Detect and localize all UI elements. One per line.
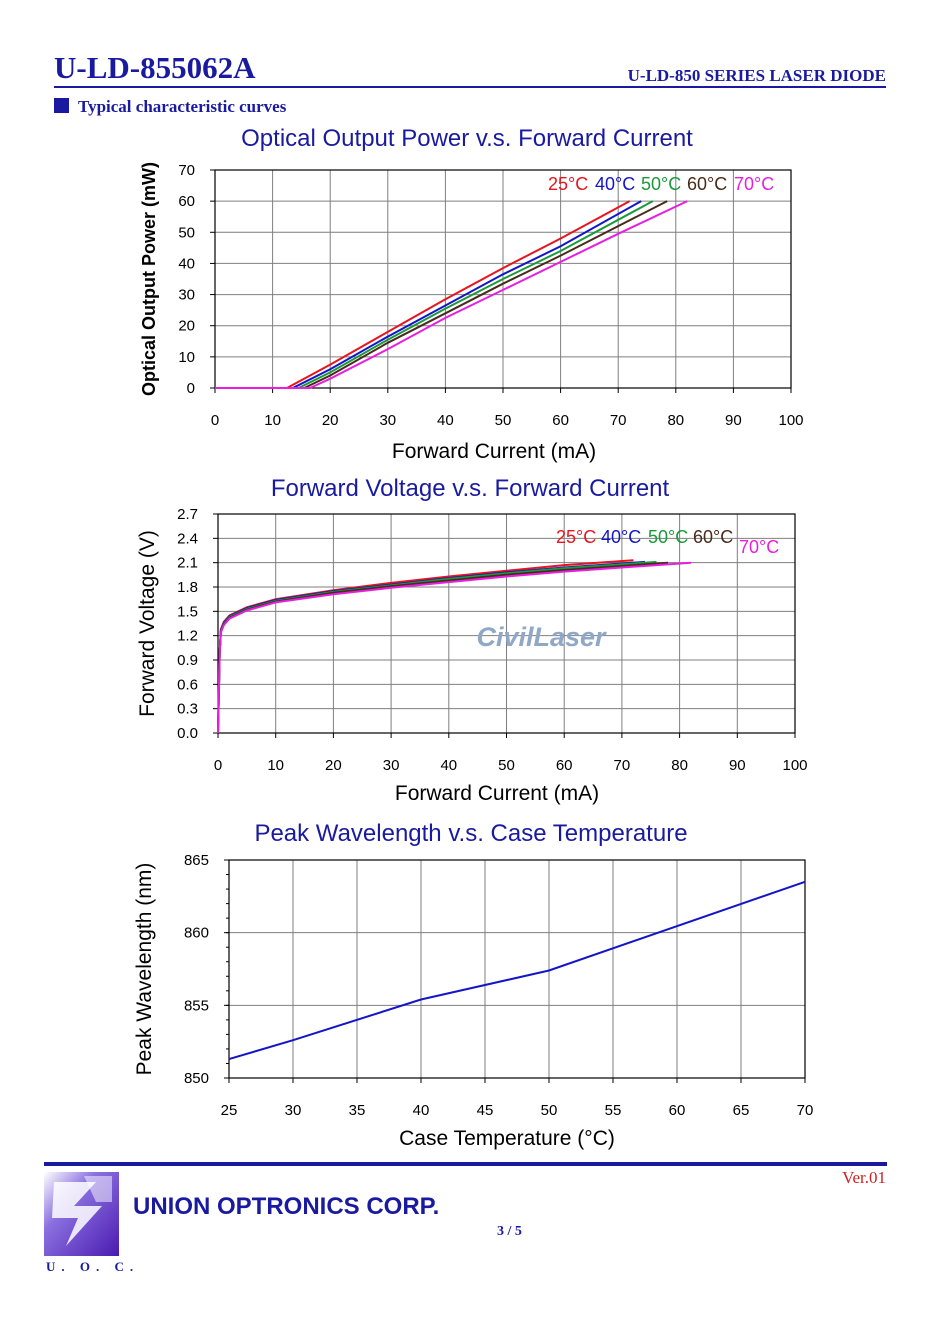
part-number: U-LD-855062A	[54, 50, 256, 85]
y-axis-label: Forward Voltage (V)	[136, 530, 159, 717]
y-tick-label: 860	[184, 925, 209, 942]
x-tick-label: 25	[221, 1102, 238, 1119]
forward-voltage-chart: Forward Voltage v.s. Forward Current 0 10 2…	[136, 475, 808, 805]
x-tick-label: 65	[733, 1102, 750, 1119]
x-tick-label: 50	[541, 1102, 558, 1119]
x-tick-label: 100	[778, 412, 803, 429]
legend-entry: 60°C	[693, 527, 733, 547]
optical-power-chart: Optical Output Power v.s. Forward Curren…	[139, 125, 804, 463]
legend-entry: 25°C	[548, 174, 588, 194]
y-tick-label: 0	[187, 380, 195, 397]
x-tick-label: 80	[667, 412, 684, 429]
x-tick-label: 0	[214, 757, 222, 774]
x-tick-label: 60	[552, 412, 569, 429]
y-axis-label: Peak Wavelength (nm)	[133, 863, 156, 1076]
header-rule	[54, 86, 886, 88]
series-line	[215, 200, 631, 389]
x-axis-label: Forward Current (mA)	[395, 782, 599, 805]
series-line	[215, 200, 688, 389]
plot-frame	[228, 859, 806, 1079]
y-tick-label: 1.2	[177, 628, 198, 645]
x-tick-label: 55	[605, 1102, 622, 1119]
x-tick-label: 40	[437, 412, 454, 429]
legend-entry: 50°C	[641, 174, 681, 194]
series-line	[215, 200, 668, 389]
x-tick-label: 40	[413, 1102, 430, 1119]
x-tick-label: 10	[264, 412, 281, 429]
legend-entry: 40°C	[595, 174, 635, 194]
x-tick-label: 80	[671, 757, 688, 774]
x-tick-label: 50	[495, 412, 512, 429]
y-axis-label: Optical Output Power (mW)	[139, 162, 159, 396]
watermark: CivilLaser	[476, 622, 607, 652]
y-tick-label: 2.1	[177, 555, 198, 572]
series-line	[215, 200, 642, 389]
x-tick-label: 60	[556, 757, 573, 774]
y-tick-label: 2.4	[177, 530, 198, 547]
x-tick-label: 35	[349, 1102, 366, 1119]
x-tick-label: 0	[211, 412, 219, 429]
x-tick-label: 10	[267, 757, 284, 774]
x-tick-label: 50	[498, 757, 515, 774]
x-tick-label: 20	[325, 757, 342, 774]
x-tick-label: 30	[383, 757, 400, 774]
company-name: UNION OPTRONICS CORP.	[133, 1193, 440, 1220]
series-line	[228, 880, 806, 1061]
legend-entry: 50°C	[648, 527, 688, 547]
chart-title: Optical Output Power v.s. Forward Curren…	[241, 125, 693, 152]
x-tick-label: 70	[614, 757, 631, 774]
y-tick-label: 0.3	[177, 701, 198, 718]
legend-entry: 60°C	[687, 174, 727, 194]
y-tick-label: 855	[184, 997, 209, 1014]
x-tick-label: 20	[322, 412, 339, 429]
bullet-square-icon	[54, 98, 69, 113]
logo-text: U. O. C.	[46, 1259, 140, 1274]
x-tick-label: 100	[782, 757, 807, 774]
y-tick-label: 1.5	[177, 603, 198, 620]
section-title: Typical characteristic curves	[54, 97, 286, 117]
x-tick-label: 45	[477, 1102, 494, 1119]
legend-entry: 70°C	[734, 174, 774, 194]
x-tick-label: 60	[669, 1102, 686, 1119]
series-title: U-LD-850 SERIES LASER DIODE	[627, 66, 886, 85]
y-tick-label: 20	[178, 318, 195, 335]
y-tick-label: 10	[178, 349, 195, 366]
x-tick-label: 90	[725, 412, 742, 429]
y-tick-label: 40	[178, 255, 195, 272]
y-tick-label: 70	[178, 162, 195, 179]
series-line	[217, 561, 692, 734]
y-tick-label: 0.0	[177, 725, 198, 742]
y-tick-label: 60	[178, 193, 195, 210]
x-tick-label: 30	[285, 1102, 302, 1119]
x-tick-label: 30	[379, 412, 396, 429]
y-tick-label: 865	[184, 852, 209, 869]
y-tick-label: 850	[184, 1070, 209, 1087]
y-tick-label: 30	[178, 287, 195, 304]
page-number: 3 / 5	[497, 1224, 522, 1239]
peak-wavelength-chart: Peak Wavelength v.s. Case Temperature 25 3…	[133, 820, 813, 1150]
y-tick-label: 1.8	[177, 579, 198, 596]
version-label: Ver.01	[842, 1168, 886, 1187]
y-tick-label: 0.9	[177, 652, 198, 669]
legend-entry: 70°C	[739, 537, 779, 557]
x-tick-label: 70	[797, 1102, 814, 1119]
legend-entry: 25°C	[556, 527, 596, 547]
series-line	[215, 200, 654, 389]
legend-entry: 40°C	[601, 527, 641, 547]
company-logo-icon	[44, 1172, 119, 1256]
chart-title: Forward Voltage v.s. Forward Current	[271, 475, 670, 502]
y-tick-label: 0.6	[177, 676, 198, 693]
chart-title: Peak Wavelength v.s. Case Temperature	[254, 820, 687, 847]
footer-rule	[44, 1162, 887, 1166]
y-tick-label: 50	[178, 224, 195, 241]
x-tick-label: 70	[610, 412, 627, 429]
x-axis-label: Forward Current (mA)	[392, 440, 596, 463]
y-tick-label: 2.7	[177, 506, 198, 523]
x-tick-label: 40	[440, 757, 457, 774]
section-title-text: Typical characteristic curves	[78, 97, 287, 116]
x-axis-label: Case Temperature (°C)	[399, 1127, 615, 1150]
x-tick-label: 90	[729, 757, 746, 774]
